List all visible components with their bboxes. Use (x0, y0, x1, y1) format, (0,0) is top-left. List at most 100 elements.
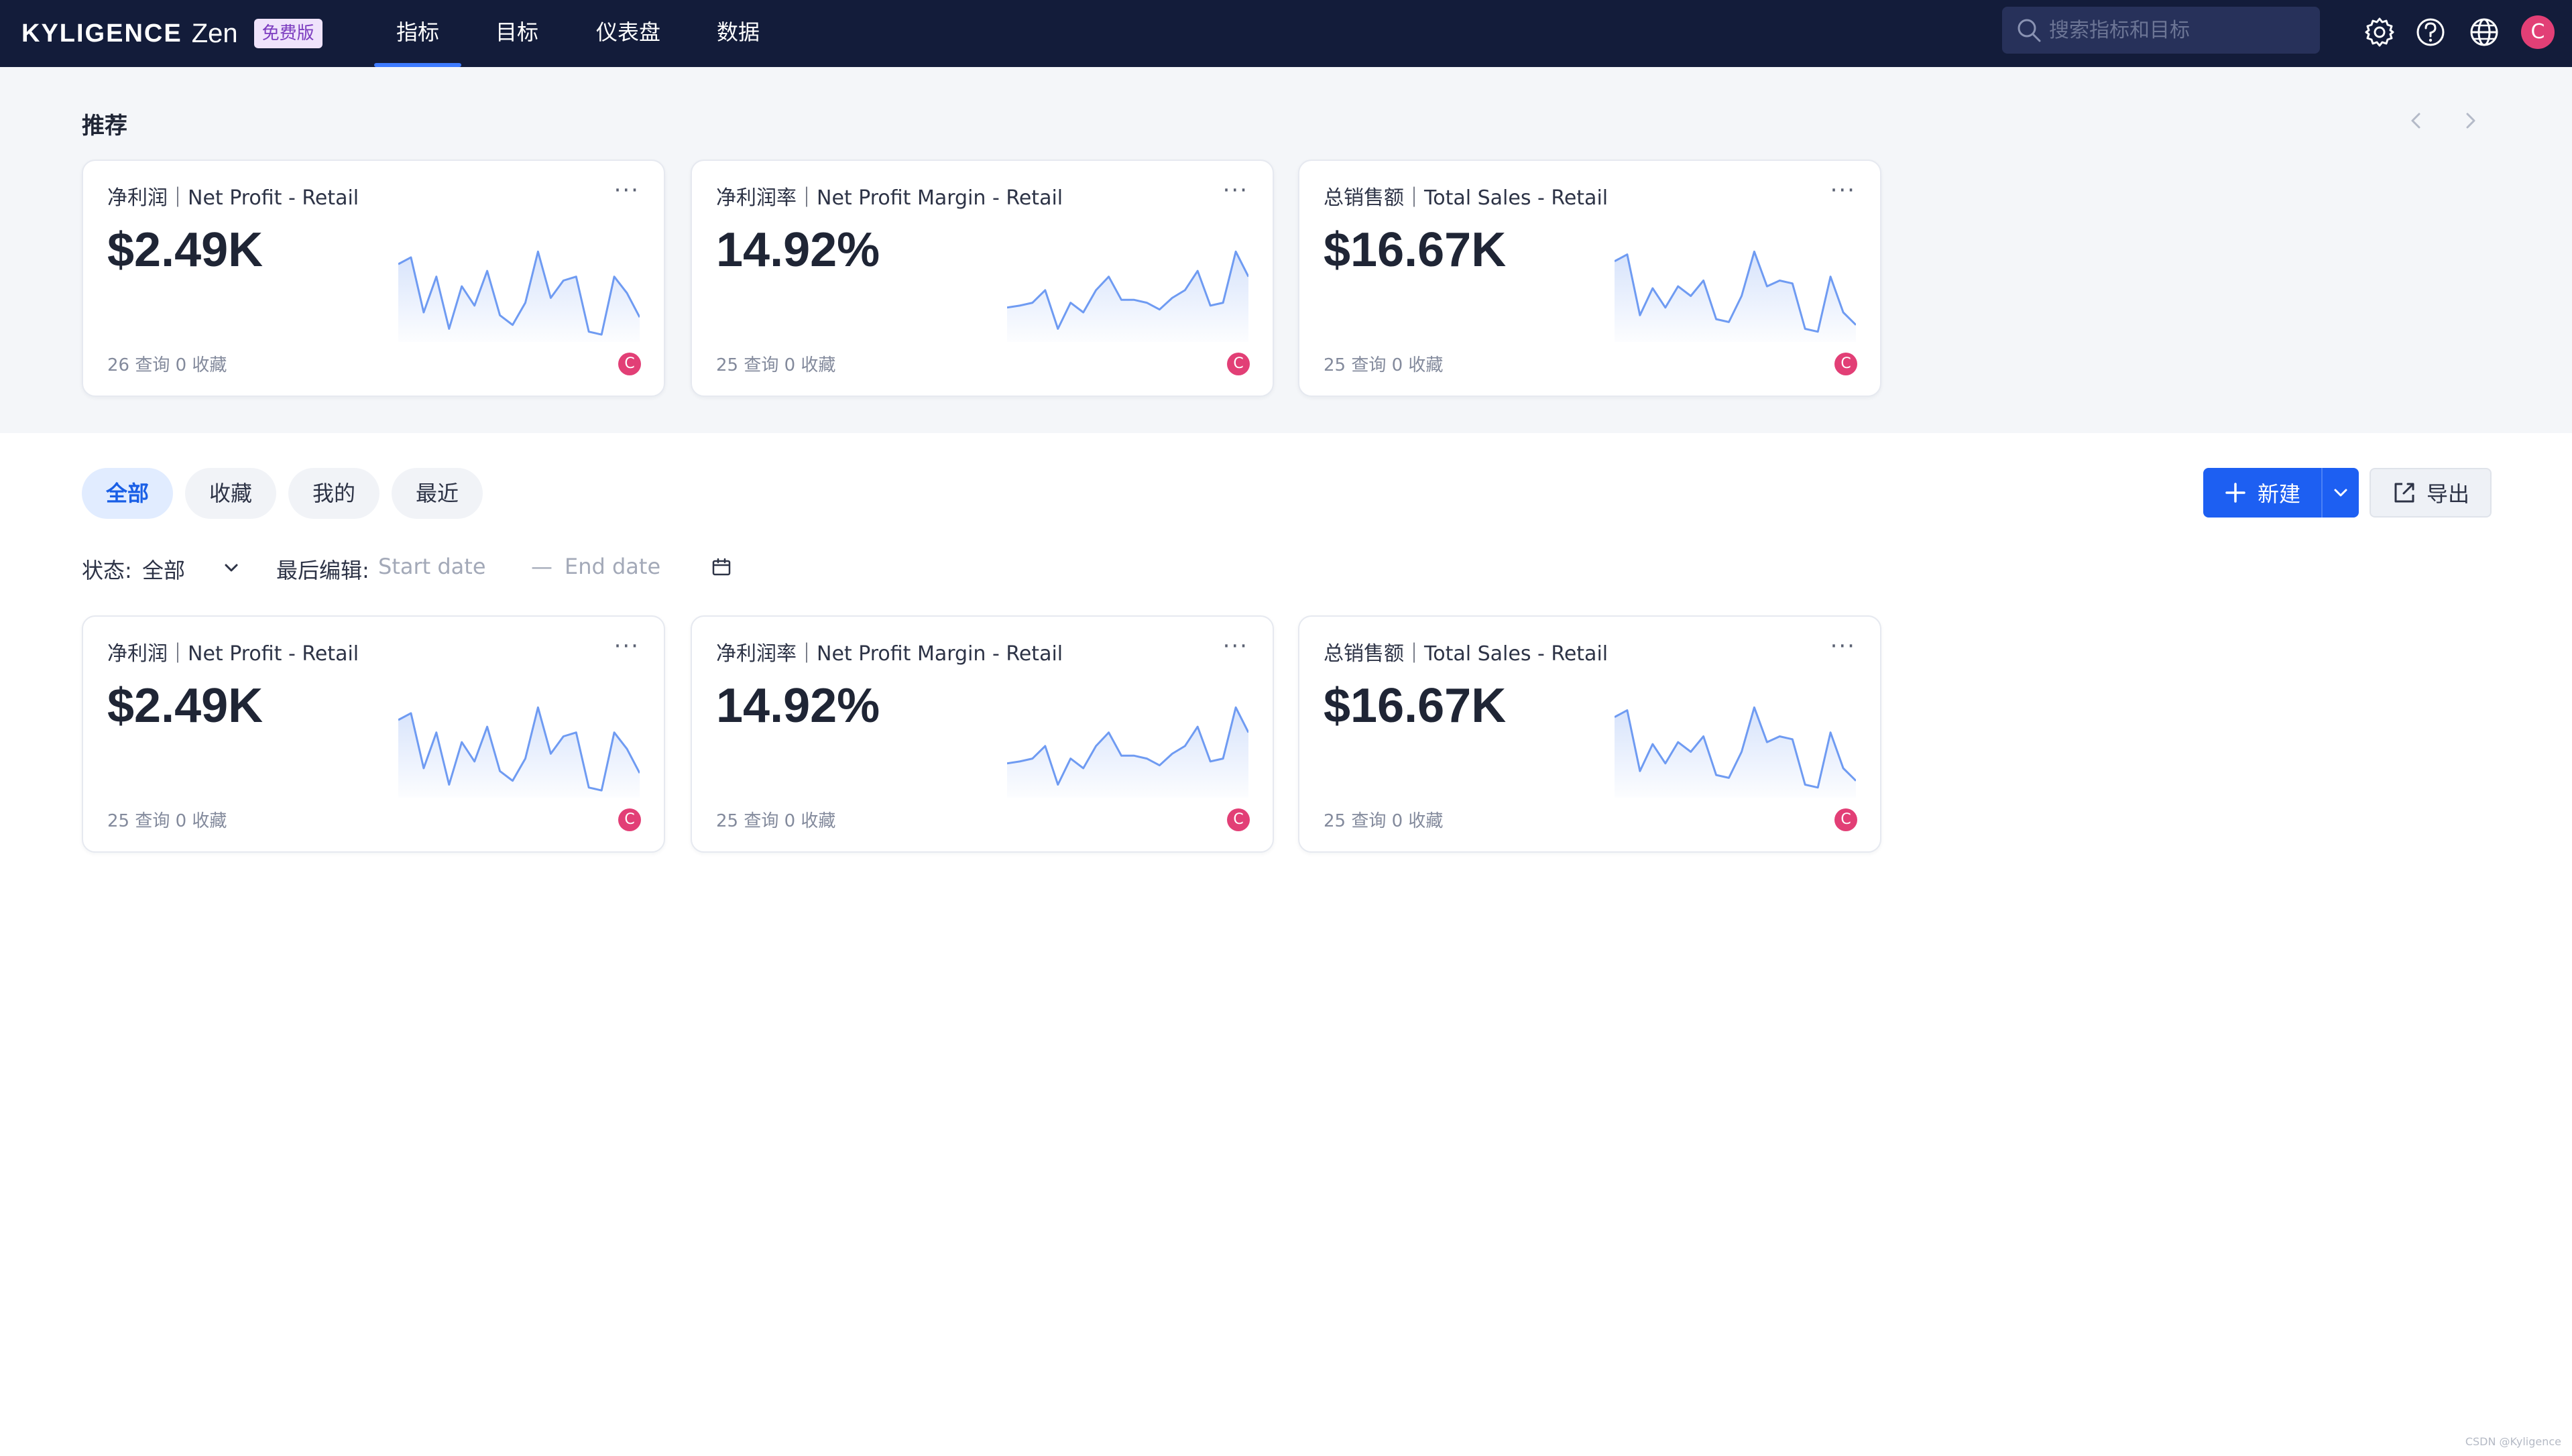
logo[interactable]: KYLIGENCE Zen 免费版 (21, 17, 323, 50)
sparkline-line (1615, 250, 1856, 333)
button-divider (2321, 468, 2323, 518)
new-dropdown-button[interactable] (2323, 468, 2359, 518)
top-nav-bar: KYLIGENCE Zen 免费版 指标 目标 仪表盘 数据 C (0, 0, 2572, 67)
status-label: 状态: (82, 558, 132, 583)
date-separator: — (531, 554, 552, 579)
sparkline-area (1615, 707, 1856, 798)
sparkline-area (398, 707, 640, 798)
search-icon (2018, 19, 2041, 42)
card-value: 14.92% (716, 223, 880, 277)
sparkline-area (1007, 251, 1248, 342)
more-icon[interactable]: ··· (613, 633, 640, 660)
sparkline-line (1007, 250, 1248, 330)
card-value: 14.92% (716, 679, 880, 733)
recommend-card-total-sales[interactable]: 总销售额｜Total Sales - Retail ··· $16.67K 25… (1298, 160, 1881, 397)
new-button: 新建 (2203, 468, 2359, 518)
search-box[interactable] (2002, 7, 2320, 54)
card-title: 总销售额｜Total Sales - Retail (1324, 186, 1609, 210)
filter-tab-recent[interactable]: 最近 (392, 468, 483, 519)
globe-icon[interactable] (2467, 15, 2501, 49)
filter-tab-mine[interactable]: 我的 (288, 468, 379, 519)
more-icon[interactable]: ··· (1830, 633, 1856, 660)
chevron-down-icon (2334, 489, 2347, 497)
sparkline-area (1615, 251, 1856, 342)
sparkline-line (1007, 706, 1248, 786)
recommend-card-net-profit[interactable]: 净利润｜Net Profit - Retail ··· $2.49K 26 查询… (82, 160, 665, 397)
nav-tab-data[interactable]: 数据 (701, 0, 775, 67)
sparkline-line (1615, 706, 1856, 789)
calendar-icon[interactable] (711, 556, 732, 578)
end-date-input[interactable]: End date (565, 554, 661, 579)
help-icon[interactable] (2414, 15, 2447, 49)
watermark: CSDN @Kyligence (2465, 1435, 2561, 1448)
filter-tab-favorites[interactable]: 收藏 (185, 468, 276, 519)
sparkline (1615, 250, 1856, 342)
nav-tab-label: 目标 (495, 19, 538, 45)
more-icon[interactable]: ··· (1222, 177, 1248, 204)
sparkline-line (398, 706, 640, 792)
status-select[interactable]: 全部 (142, 554, 243, 585)
card-stats: 25 查询 0 收藏 (716, 811, 836, 831)
sparkline-area (398, 251, 640, 342)
nav-tab-label: 数据 (716, 19, 760, 45)
nav-tab-goals[interactable]: 目标 (480, 0, 554, 67)
card-value: $16.67K (1324, 679, 1507, 733)
export-icon (2394, 483, 2414, 503)
nav-tab-label: 指标 (396, 19, 439, 45)
recommend-card-net-profit-margin[interactable]: 净利润率｜Net Profit Margin - Retail ··· 14.9… (691, 160, 1274, 397)
sparkline (1007, 250, 1248, 342)
card-stats: 26 查询 0 收藏 (107, 355, 227, 375)
card-value: $2.49K (107, 679, 264, 733)
user-avatar[interactable]: C (2521, 15, 2555, 49)
last-edited-label: 最后编辑: (276, 558, 369, 583)
nav-tab-label: 仪表盘 (595, 19, 660, 45)
product-name: Zen (191, 18, 238, 48)
sparkline (398, 706, 640, 798)
nav-tab-metrics[interactable]: 指标 (374, 0, 461, 67)
card-stats: 25 查询 0 收藏 (1324, 355, 1444, 375)
filter-tab-all[interactable]: 全部 (82, 468, 173, 519)
card-value: $16.67K (1324, 223, 1507, 277)
sparkline (1007, 706, 1248, 798)
metric-card-net-profit[interactable]: 净利润｜Net Profit - Retail ··· $2.49K 25 查询… (82, 615, 665, 853)
more-icon[interactable]: ··· (1830, 177, 1856, 204)
section-title-recommend: 推荐 (82, 113, 127, 139)
logo-text: KYLIGENCE (21, 19, 182, 48)
owner-avatar: C (1227, 808, 1250, 831)
card-title: 净利润｜Net Profit - Retail (107, 186, 359, 210)
owner-avatar: C (618, 353, 641, 375)
export-button-label: 导出 (2426, 481, 2469, 507)
card-stats: 25 查询 0 收藏 (107, 811, 227, 831)
search-input[interactable] (2049, 18, 2304, 42)
card-title: 净利润率｜Net Profit Margin - Retail (716, 186, 1063, 210)
chevron-down-icon (225, 564, 238, 572)
sparkline (398, 250, 640, 342)
nav-tab-dashboard[interactable]: 仪表盘 (583, 0, 673, 67)
start-date-input[interactable]: Start date (378, 554, 486, 579)
more-icon[interactable]: ··· (613, 177, 640, 204)
chevron-left-icon[interactable] (2403, 107, 2430, 134)
new-metric-button[interactable]: 新建 (2203, 468, 2321, 518)
status-value: 全部 (142, 558, 186, 583)
metric-card-net-profit-margin[interactable]: 净利润率｜Net Profit Margin - Retail ··· 14.9… (691, 615, 1274, 853)
card-title: 总销售额｜Total Sales - Retail (1324, 642, 1609, 666)
owner-avatar: C (618, 808, 641, 831)
edition-badge: 免费版 (253, 19, 323, 48)
more-icon[interactable]: ··· (1222, 633, 1248, 660)
owner-avatar: C (1227, 353, 1250, 375)
chevron-right-icon[interactable] (2457, 107, 2483, 134)
export-button[interactable]: 导出 (2370, 468, 2492, 518)
plus-icon (2225, 483, 2245, 503)
new-button-label: 新建 (2257, 481, 2300, 507)
sparkline-line (398, 250, 640, 336)
card-value: $2.49K (107, 223, 264, 277)
card-stats: 25 查询 0 收藏 (716, 355, 836, 375)
card-title: 净利润率｜Net Profit Margin - Retail (716, 642, 1063, 666)
sparkline-area (1007, 707, 1248, 798)
sparkline (1615, 706, 1856, 798)
card-stats: 25 查询 0 收藏 (1324, 811, 1444, 831)
card-title: 净利润｜Net Profit - Retail (107, 642, 359, 666)
owner-avatar: C (1834, 353, 1857, 375)
metric-card-total-sales[interactable]: 总销售额｜Total Sales - Retail ··· $16.67K 25… (1298, 615, 1881, 853)
gear-icon[interactable] (2363, 15, 2396, 49)
